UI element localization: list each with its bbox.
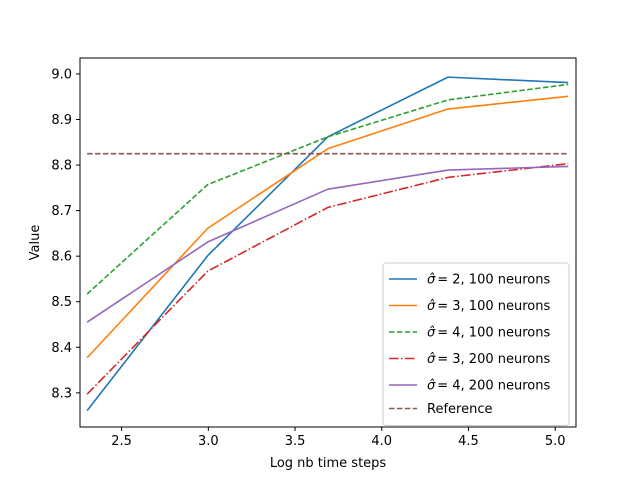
x-tick-label: 4.0 [371, 434, 392, 449]
y-tick-label: 9.0 [51, 67, 72, 82]
y-axis-title: Value [28, 225, 43, 261]
legend-box [382, 262, 570, 426]
series-line-4 [86, 162, 569, 395]
y-axis-ticks: 8.3 8.4 8.5 8.6 8.7 8.8 8.9 9.0 [51, 67, 80, 401]
series-line-3 [86, 83, 569, 295]
legend-label: Reference [427, 402, 492, 417]
x-tick-label: 3.5 [285, 434, 306, 449]
y-tick-label: 8.8 [51, 159, 72, 174]
y-tick-label: 8.4 [51, 341, 72, 356]
y-tick-label: 8.9 [51, 113, 72, 128]
y-tick-label: 8.3 [51, 386, 72, 401]
y-tick-label: 8.6 [51, 250, 72, 265]
legend-label: σ̂ = 3, 100 neurons [427, 299, 550, 314]
y-tick-label: 8.5 [51, 295, 72, 310]
plot-frame [79, 57, 577, 428]
y-tick-label: 8.7 [51, 204, 72, 219]
legend-label: σ̂ = 3, 200 neurons [427, 352, 550, 367]
legend-label: σ̂ = 2, 100 neurons [427, 273, 550, 288]
legend-label: σ̂ = 4, 200 neurons [427, 379, 550, 394]
x-tick-label: 4.5 [458, 434, 479, 449]
x-tick-label: 5.0 [545, 434, 566, 449]
series-line-1 [86, 76, 569, 412]
x-axis-title: Log nb time steps [270, 456, 387, 471]
x-tick-label: 2.5 [111, 434, 132, 449]
series-line-2 [86, 95, 569, 359]
series-line-5 [86, 165, 569, 323]
x-axis-ticks: 2.5 3.0 3.5 4.0 4.5 5.0 [111, 427, 566, 449]
legend: σ̂ = 2, 100 neurons σ̂ = 3, 100 neurons σ̂ = … [382, 262, 570, 426]
x-tick-label: 3.0 [198, 434, 219, 449]
legend-label: σ̂ = 4, 100 neurons [427, 326, 550, 341]
plot-lines [86, 76, 569, 412]
